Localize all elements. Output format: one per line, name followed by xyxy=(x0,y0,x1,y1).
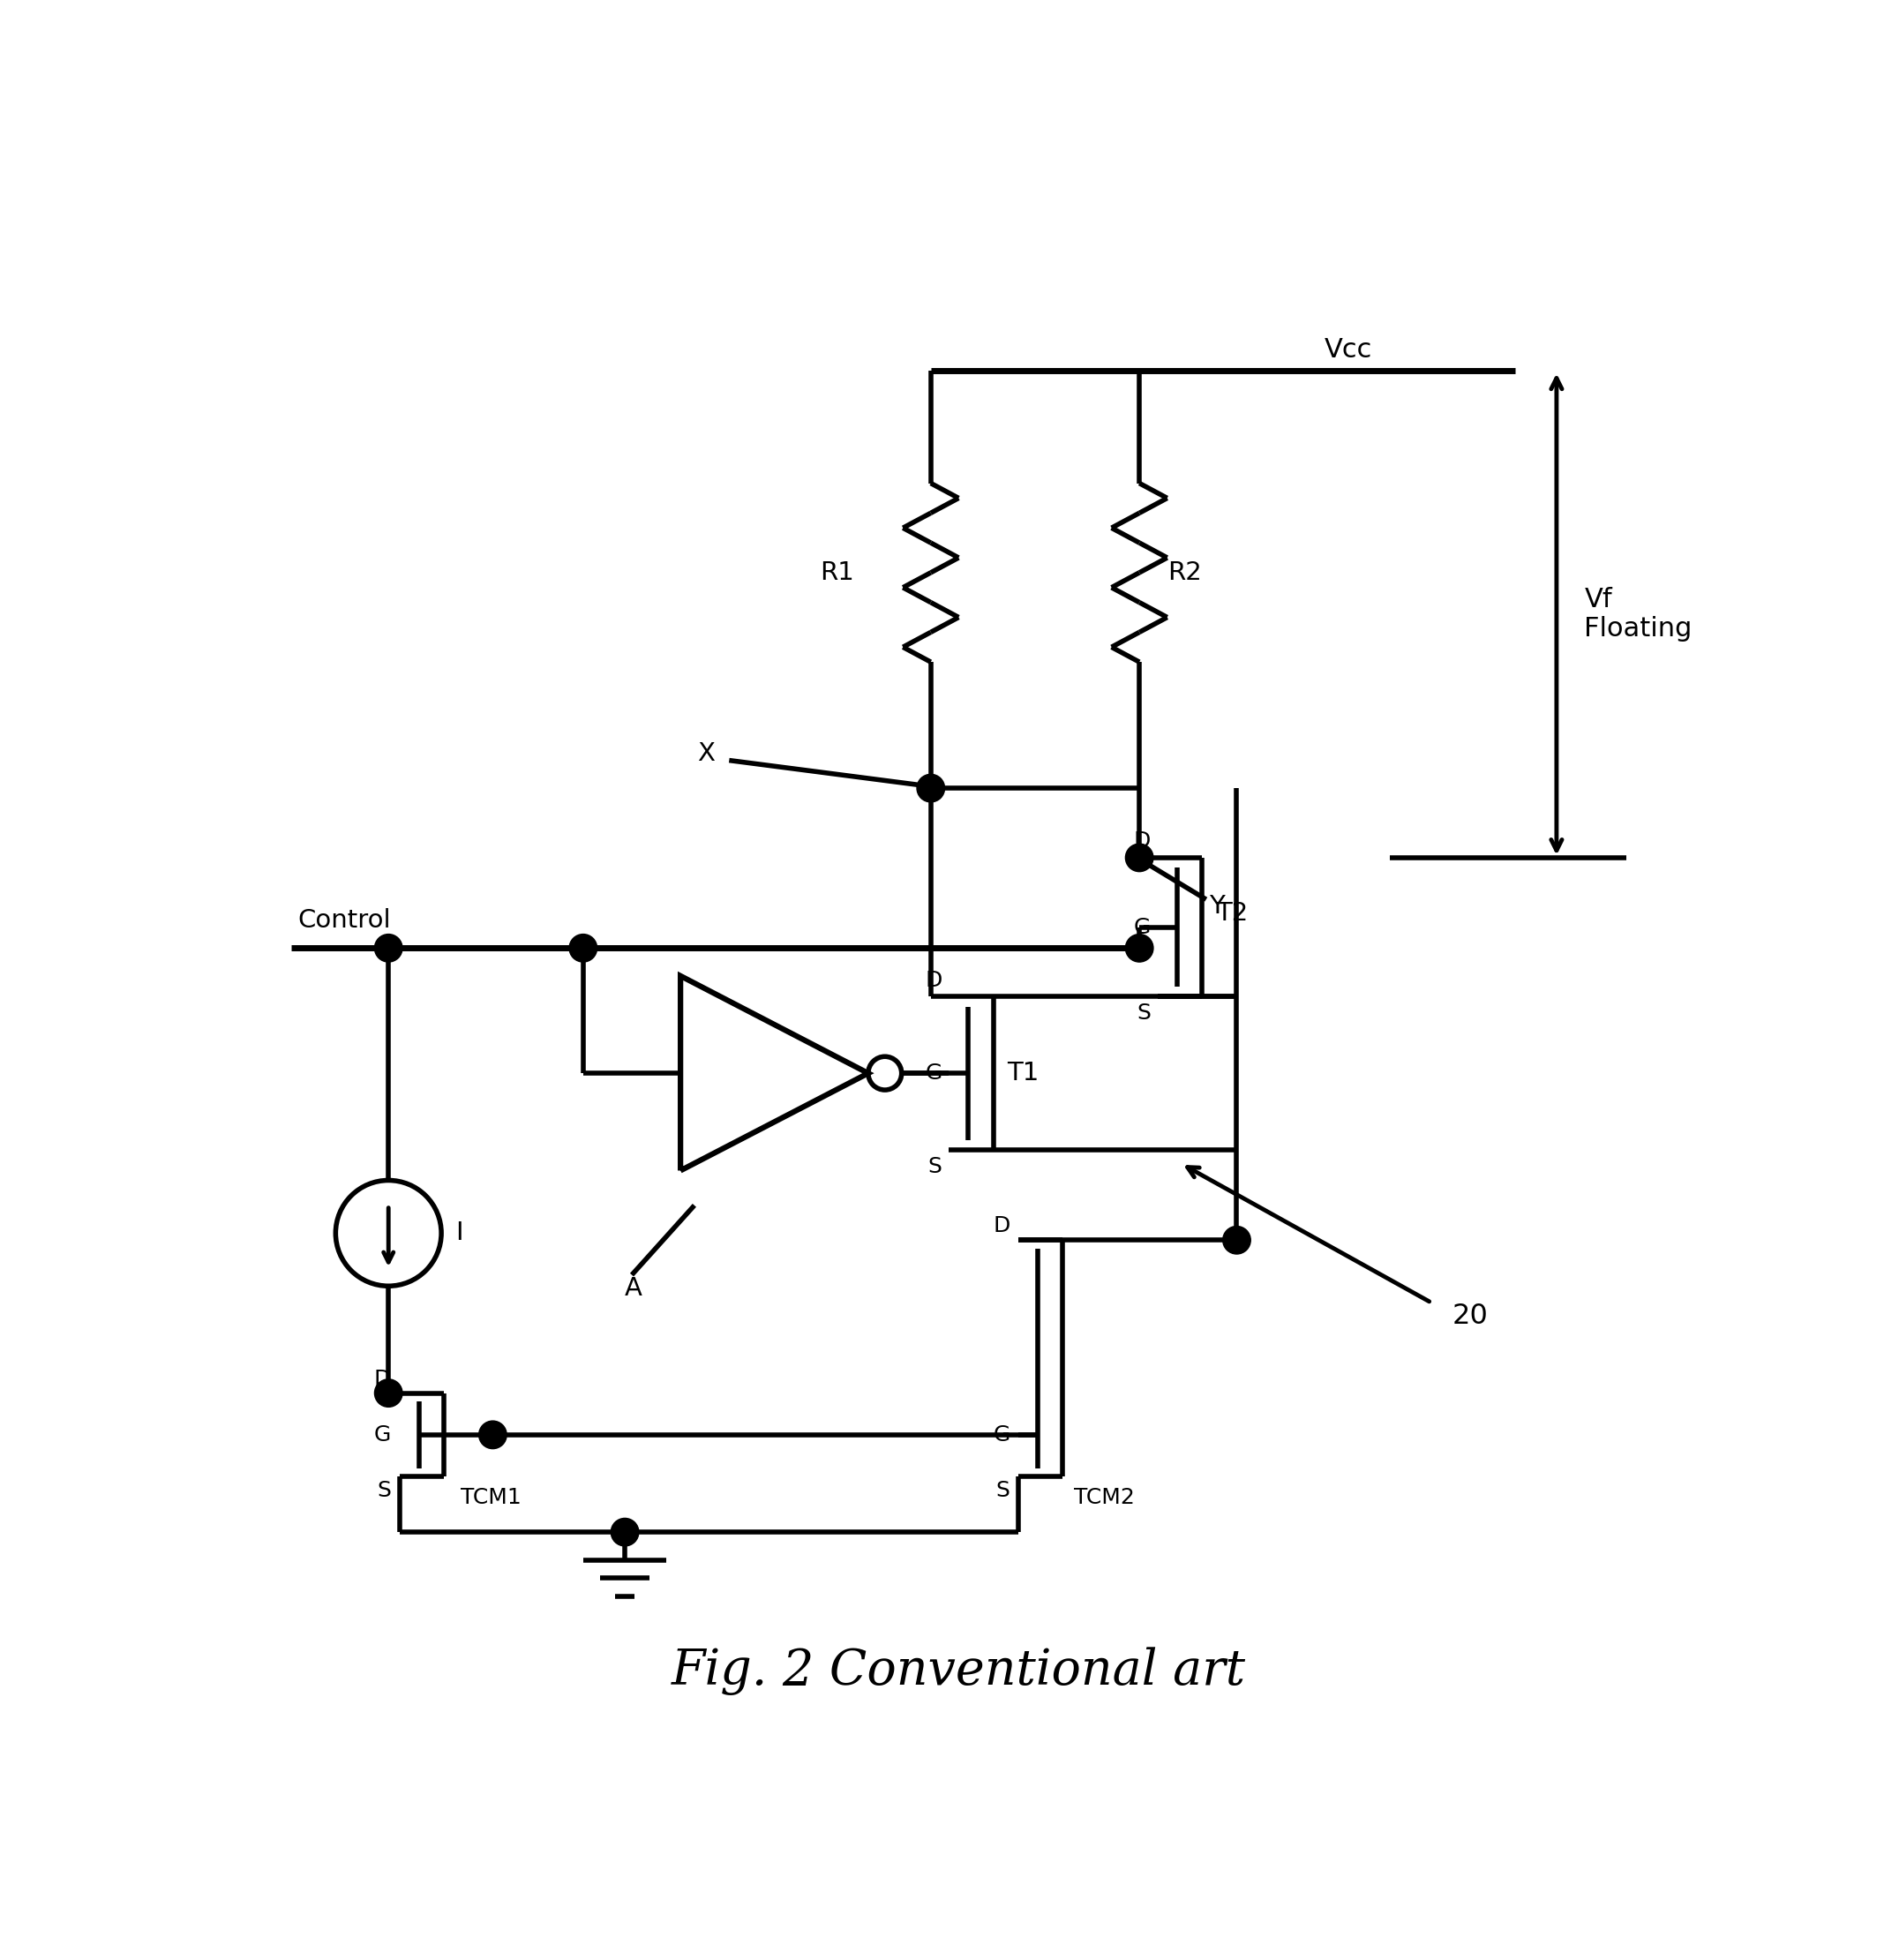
Text: G: G xyxy=(993,1425,1010,1445)
Circle shape xyxy=(610,1519,639,1546)
Text: G: G xyxy=(375,1425,392,1445)
Text: S: S xyxy=(997,1480,1010,1501)
Text: I: I xyxy=(456,1221,463,1245)
Text: S: S xyxy=(1136,1004,1151,1023)
Text: A: A xyxy=(625,1276,642,1301)
Text: X: X xyxy=(697,741,716,766)
Text: T1: T1 xyxy=(1008,1060,1040,1086)
Text: T2: T2 xyxy=(1215,902,1247,925)
Text: D: D xyxy=(993,1215,1010,1237)
Text: Vcc: Vcc xyxy=(1324,337,1372,363)
Circle shape xyxy=(1223,1227,1251,1254)
Text: D: D xyxy=(925,970,942,990)
Text: R1: R1 xyxy=(820,561,853,584)
Circle shape xyxy=(918,774,944,802)
Text: Fig. 2 Conventional art: Fig. 2 Conventional art xyxy=(671,1646,1245,1695)
Text: TCM1: TCM1 xyxy=(462,1488,522,1507)
Text: 20: 20 xyxy=(1453,1303,1488,1331)
Text: G: G xyxy=(925,1062,942,1084)
Circle shape xyxy=(375,1380,403,1407)
Text: R2: R2 xyxy=(1168,561,1202,584)
Text: Control: Control xyxy=(298,907,392,933)
Circle shape xyxy=(1125,935,1153,962)
Text: D: D xyxy=(1134,831,1151,851)
Text: S: S xyxy=(377,1480,392,1501)
Circle shape xyxy=(479,1421,507,1448)
Text: S: S xyxy=(929,1156,942,1178)
Text: D: D xyxy=(375,1368,392,1390)
Text: TCM2: TCM2 xyxy=(1074,1488,1134,1507)
Text: Vf
Floating: Vf Floating xyxy=(1584,586,1692,643)
Text: Y: Y xyxy=(1210,894,1225,919)
Circle shape xyxy=(1125,845,1153,872)
Text: G: G xyxy=(1134,917,1151,937)
Circle shape xyxy=(569,935,597,962)
Circle shape xyxy=(375,935,403,962)
